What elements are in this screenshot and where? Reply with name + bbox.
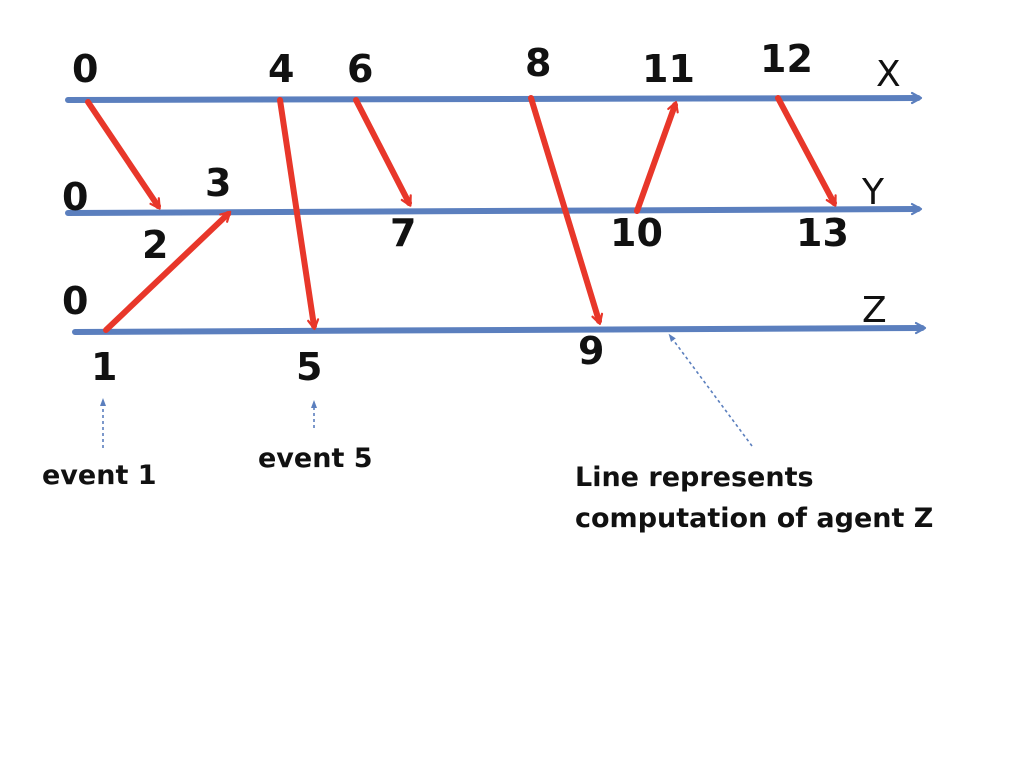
message-x6-to-y7 bbox=[353, 97, 412, 207]
event-label-x11: 11 bbox=[642, 47, 695, 91]
event-label-x0: 0 bbox=[72, 47, 98, 91]
event-label-z1: 1 bbox=[91, 345, 117, 389]
pointer-agent-z-line bbox=[668, 333, 753, 447]
annotation-event-1: event 1 bbox=[42, 460, 157, 491]
event-label-y3: 3 bbox=[205, 161, 231, 205]
event-label-z0: 0 bbox=[62, 279, 88, 323]
event-label-x12: 12 bbox=[760, 37, 813, 81]
annotation-line-note-1: Line represents bbox=[575, 462, 814, 493]
message-x12-to-y13 bbox=[775, 95, 837, 207]
message-x4-to-z5 bbox=[277, 97, 320, 331]
timeline-x bbox=[65, 91, 923, 105]
event-label-y0: 0 bbox=[62, 175, 88, 219]
event-label-z9: 9 bbox=[578, 329, 604, 373]
event-label-x4: 4 bbox=[268, 47, 294, 91]
event-label-y7: 7 bbox=[390, 211, 416, 255]
event-label-x6: 6 bbox=[347, 47, 373, 91]
event-label-y2: 2 bbox=[142, 223, 168, 267]
event-label-z5: 5 bbox=[296, 345, 322, 389]
timeline-x-label: X bbox=[876, 54, 901, 95]
message-x0-to-y2 bbox=[85, 99, 161, 210]
event-label-x8: 8 bbox=[525, 41, 551, 85]
annotation-line-note-2: computation of agent Z bbox=[575, 503, 933, 534]
timeline-y bbox=[65, 202, 923, 216]
event-label-y13: 13 bbox=[796, 211, 849, 255]
event-label-y10: 10 bbox=[610, 211, 663, 255]
annotation-event-5: event 5 bbox=[258, 443, 373, 474]
timeline-z bbox=[72, 321, 927, 335]
message-x8-to-z9 bbox=[528, 95, 604, 325]
message-y10-to-x11 bbox=[634, 101, 679, 214]
timeline-z-label: Z bbox=[862, 290, 887, 331]
message-z1-to-y3 bbox=[103, 210, 232, 333]
timeline-y-label: Y bbox=[861, 172, 885, 213]
